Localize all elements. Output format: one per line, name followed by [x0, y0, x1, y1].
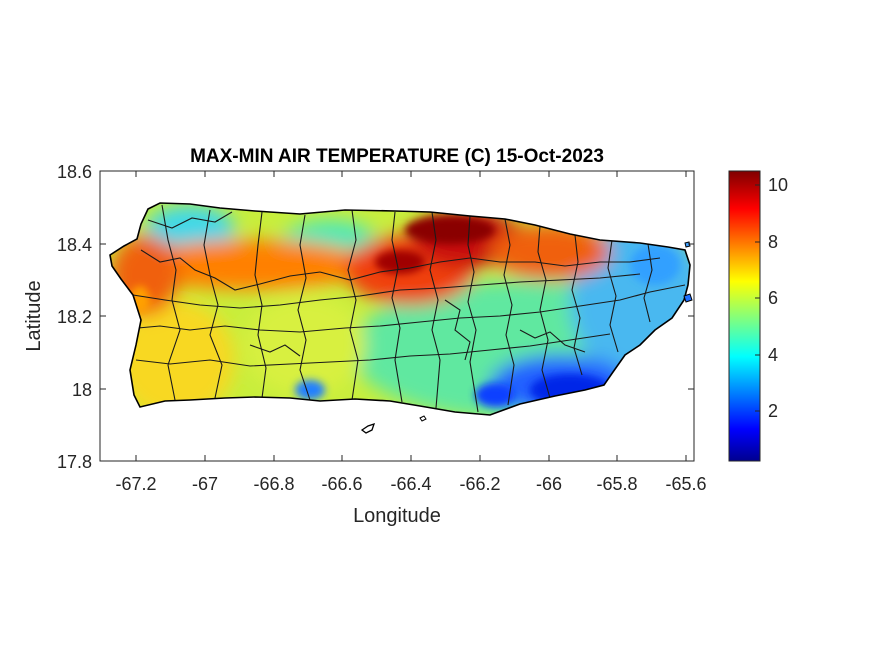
- x-tick-label: -66: [536, 474, 562, 494]
- y-tick-label: 17.8: [57, 452, 92, 472]
- x-axis-ticks: [135, 171, 687, 461]
- small-islet-east: [683, 293, 693, 303]
- y-tick-label: 18: [72, 380, 92, 400]
- y-tick-label: 18.4: [57, 235, 92, 255]
- small-islet-south: [419, 415, 427, 422]
- colorbar: [728, 170, 761, 462]
- colorbar-tick-label: 8: [768, 232, 778, 252]
- chart-title: MAX-MIN AIR TEMPERATURE (C) 15-Oct-2023: [190, 146, 604, 167]
- x-tick-label: -67: [192, 474, 218, 494]
- colorbar-tick-label: 4: [768, 345, 778, 365]
- colorbar-tick-label: 2: [768, 401, 778, 421]
- x-tick-label: -65.6: [665, 474, 706, 494]
- y-tick-labels: 18.6 18.4 18.2 18 17.8: [57, 162, 92, 472]
- y-tick-label: 18.6: [57, 162, 92, 182]
- y-tick-label: 18.2: [57, 307, 92, 327]
- y-axis-label: Latitude: [23, 280, 45, 351]
- municipality-boundaries: [132, 204, 686, 413]
- x-tick-label: -66.4: [390, 474, 431, 494]
- x-tick-label: -66.2: [459, 474, 500, 494]
- x-tick-label: -65.8: [596, 474, 637, 494]
- colorbar-tick-label: 10: [768, 175, 788, 195]
- x-tick-labels: -67.2 -67 -66.8 -66.6 -66.4 -66.2 -66 -6…: [115, 474, 706, 494]
- colorbar-ticks: [755, 184, 760, 412]
- colorbar-tick-labels: 10 8 6 4 2: [768, 175, 788, 421]
- x-tick-label: -66.8: [253, 474, 294, 494]
- caja-de-muertos-island: [360, 422, 376, 434]
- small-islet-northeast: [684, 241, 691, 248]
- x-tick-label: -66.6: [321, 474, 362, 494]
- temperature-field: [110, 203, 690, 415]
- x-tick-label: -67.2: [115, 474, 156, 494]
- y-axis-ticks: [100, 243, 694, 390]
- x-axis-label: Longitude: [353, 505, 441, 527]
- colorbar-tick-label: 6: [768, 288, 778, 308]
